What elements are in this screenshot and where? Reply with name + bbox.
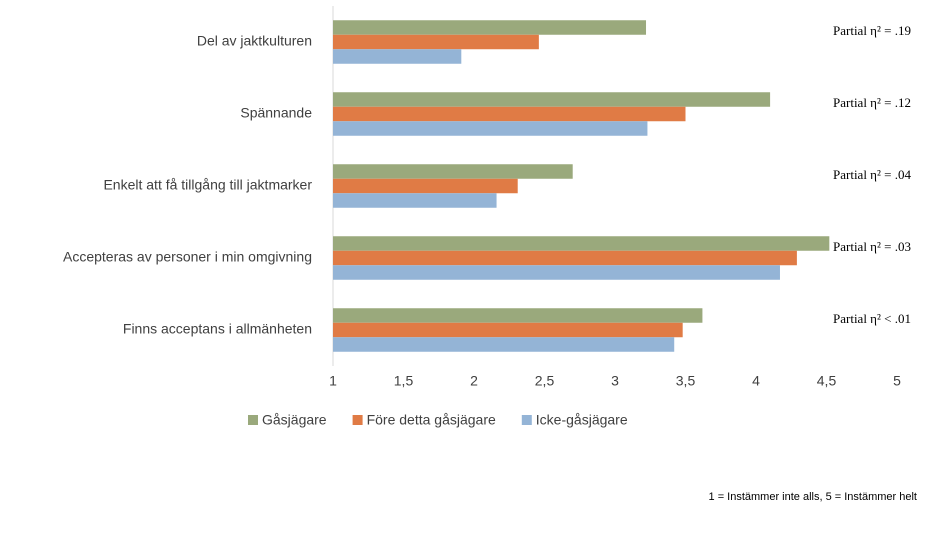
x-tick-label: 3,5 [676, 373, 696, 389]
x-tick-label: 2 [470, 373, 478, 389]
x-tick-label: 2,5 [535, 373, 555, 389]
annotation: Partial η² = .19 [833, 23, 911, 38]
annotation: Partial η² = .03 [833, 239, 911, 254]
bar [333, 121, 648, 136]
annotation: Partial η² = .12 [833, 95, 911, 110]
bar [333, 34, 539, 50]
legend-swatch [521, 415, 532, 425]
bar [333, 265, 780, 280]
x-tick-label: 5 [893, 373, 901, 389]
legend-label: Icke-gåsjägare [536, 412, 628, 428]
bar [333, 193, 497, 208]
footnote: 1 = Instämmer inte alls, 5 = Instämmer h… [709, 491, 917, 503]
x-tick-label: 3 [611, 373, 619, 389]
x-tick-label: 1 [329, 373, 337, 389]
legend-label: Före detta gåsjägare [367, 412, 496, 428]
bar [333, 250, 797, 266]
bar [333, 20, 647, 35]
y-tick-label: Spännande [240, 105, 312, 121]
annotation: Partial η² = .04 [833, 167, 911, 182]
bar [333, 106, 686, 122]
bar [333, 92, 771, 107]
bar [333, 308, 703, 323]
bar [333, 322, 683, 338]
bar [333, 178, 518, 194]
y-tick-label: Accepteras av personer i min omgivning [63, 249, 312, 265]
bar [333, 49, 462, 64]
y-tick-label: Del av jaktkulturen [197, 33, 312, 49]
legend-swatch [248, 415, 258, 425]
y-tick-label: Enkelt att få tillgång till jaktmarker [103, 177, 312, 193]
y-tick-label: Finns acceptans i allmänheten [123, 321, 312, 337]
bar [333, 337, 675, 352]
x-tick-label: 1,5 [394, 373, 414, 389]
legend-swatch [352, 415, 363, 425]
legend-label: Gåsjägare [262, 412, 327, 428]
annotation: Partial η² < .01 [833, 311, 911, 326]
x-tick-label: 4 [752, 373, 760, 389]
bar [333, 236, 830, 251]
bar [333, 164, 573, 179]
x-tick-label: 4,5 [817, 373, 837, 389]
